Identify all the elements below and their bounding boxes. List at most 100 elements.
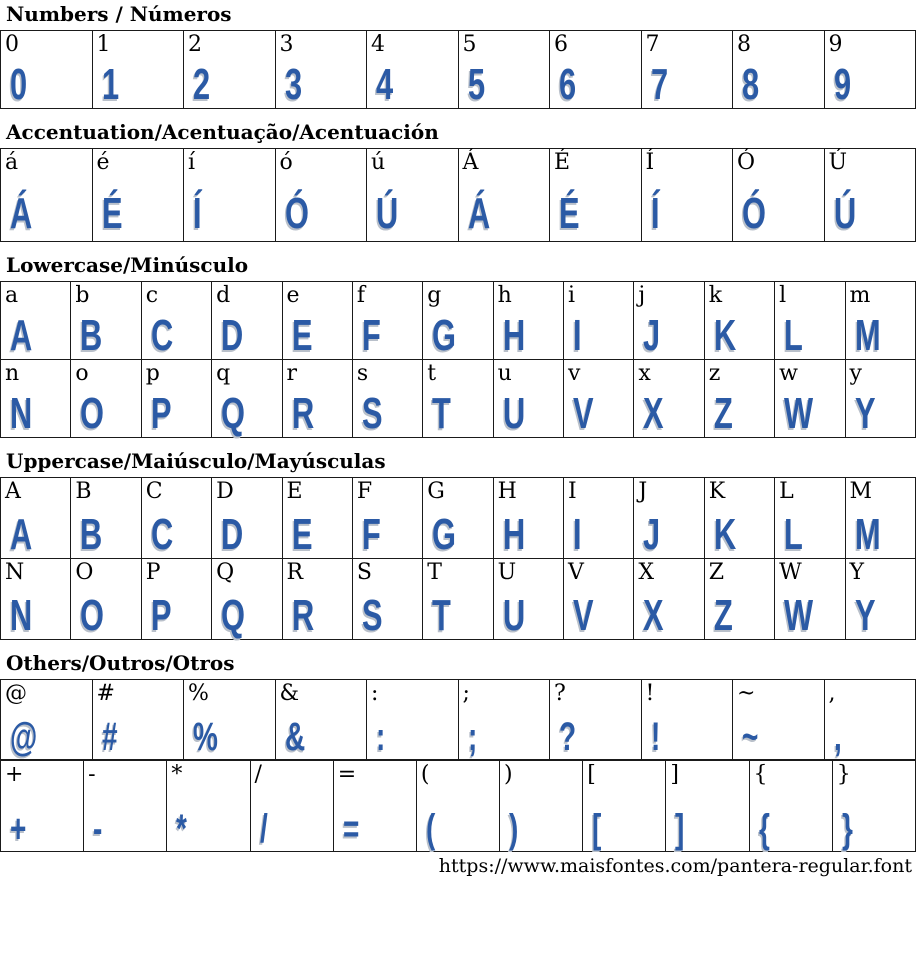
reference-char: I	[568, 479, 577, 504]
reference-char: T	[427, 560, 442, 585]
pantera-glyph: Í	[193, 188, 202, 238]
reference-char: 5	[462, 32, 477, 57]
reference-char: O	[75, 560, 94, 585]
pantera-glyph: 7	[650, 59, 668, 109]
pantera-glyph: P	[150, 388, 172, 438]
pantera-glyph: V	[573, 590, 594, 640]
pantera-glyph: ;	[467, 715, 477, 760]
pantera-glyph: T	[432, 590, 452, 640]
reference-char: f	[356, 283, 366, 308]
glyph-row: @ @ # #%% & &::;;??!! ~ ~,,	[0, 679, 916, 760]
reference-char: G	[427, 479, 445, 504]
pantera-glyph: 1	[101, 59, 119, 109]
pantera-glyph: W	[784, 590, 814, 640]
pantera-glyph: Ó	[742, 188, 766, 238]
section-title-accentuation: Accentuation/Acentuação/Acentuación	[6, 120, 439, 144]
pantera-glyph: É	[101, 188, 123, 238]
pantera-glyph: A	[10, 310, 33, 360]
pantera-glyph: 9	[833, 59, 851, 109]
pantera-glyph: /	[259, 807, 268, 852]
pantera-glyph: S	[361, 388, 383, 438]
char-cell: {{	[748, 760, 833, 852]
reference-char: /	[254, 762, 262, 787]
reference-char: p	[145, 361, 160, 386]
pantera-glyph: L	[784, 310, 803, 360]
pantera-glyph: Z	[713, 590, 733, 640]
pantera-glyph: U	[502, 388, 525, 438]
pantera-glyph: N	[10, 388, 33, 438]
reference-char: ]	[670, 762, 679, 787]
reference-char: 9	[828, 32, 843, 57]
reference-char: e	[286, 283, 300, 308]
reference-char: 8	[737, 32, 751, 57]
reference-char: %	[188, 681, 209, 706]
pantera-glyph: U	[502, 590, 525, 640]
pantera-glyph: Q	[221, 590, 246, 640]
pantera-glyph: K	[713, 310, 736, 360]
reference-char: 0	[5, 32, 19, 57]
reference-char: é	[96, 150, 110, 175]
reference-char: A	[5, 479, 21, 504]
pantera-glyph: R	[291, 590, 314, 640]
reference-char: @	[5, 681, 27, 706]
pantera-glyph: M	[854, 310, 881, 360]
pantera-glyph: B	[80, 509, 103, 559]
pantera-glyph: X	[643, 388, 664, 438]
pantera-glyph: C	[150, 310, 173, 360]
reference-char: 6	[554, 32, 568, 57]
pantera-glyph: B	[80, 310, 103, 360]
pantera-glyph: ]	[675, 807, 685, 852]
pantera-glyph: 8	[742, 59, 760, 109]
char-cell: ??	[549, 679, 642, 760]
reference-char: =	[337, 762, 357, 787]
char-cell: ;;	[457, 679, 550, 760]
pantera-glyph: D	[221, 310, 244, 360]
section-title-uppercase: Uppercase/Maiúsculo/Mayúsculas	[6, 449, 386, 473]
pantera-glyph: Ó	[284, 188, 309, 238]
char-cell: = =	[332, 760, 417, 852]
reference-char: c	[145, 283, 159, 308]
pantera-glyph: Y	[854, 590, 876, 640]
char-cell: ]]	[665, 760, 750, 852]
pantera-glyph: J	[643, 310, 661, 360]
char-cell: * *	[166, 760, 251, 852]
reference-char: J	[638, 479, 648, 504]
pantera-glyph: )	[509, 807, 519, 852]
pantera-glyph: }	[841, 807, 853, 852]
pantera-glyph: #	[101, 715, 118, 760]
pantera-glyph: %	[193, 715, 218, 760]
reference-char: d	[216, 283, 231, 308]
reference-char: n	[5, 361, 20, 386]
